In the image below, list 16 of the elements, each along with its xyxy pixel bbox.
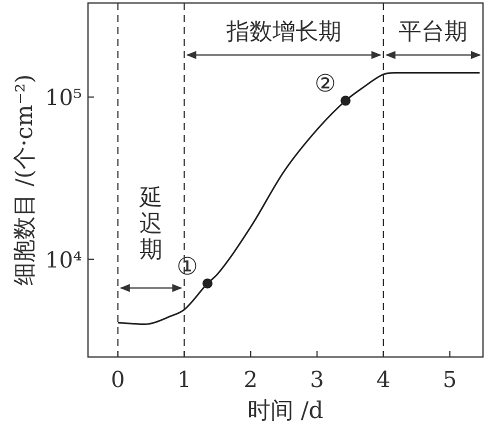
y-tick-label: 10⁵ [45,86,82,112]
annotation: 指数增长期 [225,19,342,45]
y-tick-label: 10⁴ [45,248,82,274]
x-tick-label: 0 [110,368,125,393]
x-tick-label: 2 [244,368,258,393]
line-series [117,72,480,326]
y-axis-title: 细胞数目 /(个·cm⁻²) [12,74,38,286]
annotation: ② [314,70,337,98]
annotation: 延迟期 [138,185,163,263]
x-axis-title: 时间 /d [248,398,324,424]
x-tick-label: 4 [376,368,390,393]
x-tick-label: 1 [177,368,192,393]
annotation: 平台期 [398,19,468,45]
annotation: ① [176,252,198,280]
x-tick-label: 5 [442,368,457,393]
x-tick-label: 3 [310,368,324,393]
